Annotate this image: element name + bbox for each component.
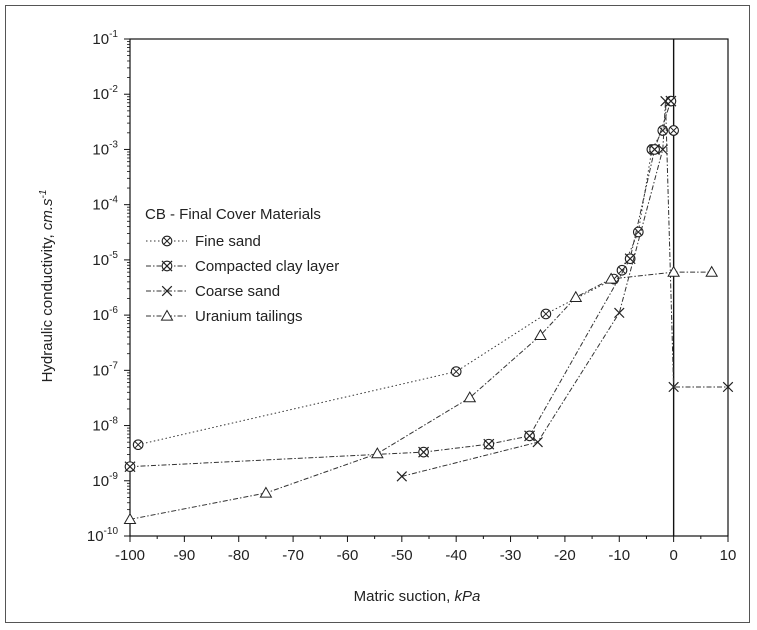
data-point [524, 430, 536, 442]
y-tick-exponent: -7 [109, 360, 118, 371]
data-point [649, 143, 661, 155]
data-point [616, 264, 628, 276]
y-tick-base: 10 [92, 473, 109, 490]
x-tick-label: 10 [720, 547, 737, 564]
x-axis-label: Matric suction, kPa [354, 588, 481, 605]
y-tick-label: 10-6 [92, 305, 118, 324]
data-point [624, 253, 636, 265]
y-tick-base: 10 [92, 252, 109, 269]
y-tick-label: 10-8 [92, 416, 118, 435]
data-point [132, 439, 144, 451]
x-tick-label: -10 [608, 547, 630, 564]
y-tick-label: 10-4 [92, 195, 118, 214]
legend-item: Coarse sand [146, 283, 280, 300]
data-point [705, 265, 719, 277]
y-tick-base: 10 [92, 197, 109, 214]
data-point [123, 512, 137, 525]
data-point [418, 446, 430, 458]
x-tick-label: -70 [282, 547, 304, 564]
data-point [657, 125, 669, 136]
x-tick-label: -50 [391, 547, 413, 564]
data-point [450, 366, 462, 377]
y-tick-base: 10 [92, 141, 109, 158]
figure-frame [5, 5, 750, 623]
y-tick-base: 10 [92, 86, 109, 103]
legend-item: Uranium tailings [146, 308, 303, 325]
legend-label: Compacted clay layer [195, 258, 339, 275]
data-point [668, 125, 679, 136]
x-tick-label: 0 [669, 547, 677, 564]
data-point [722, 381, 734, 393]
legend-marker [160, 309, 174, 321]
data-point [370, 447, 384, 459]
legend-marker [161, 285, 173, 297]
data-point [259, 486, 273, 498]
data-point [657, 144, 668, 155]
legend-marker [161, 235, 173, 247]
y-tick-exponent: -5 [109, 250, 118, 261]
legend-item: Compacted clay layer [146, 258, 339, 275]
x-tick-label: -60 [337, 547, 359, 564]
series-coarse-sand [396, 95, 734, 482]
legend: CB - Final Cover Materials Fine sand Compa… [145, 206, 339, 325]
data-point [668, 381, 679, 393]
x-tick-label: -40 [445, 547, 467, 564]
series-uranium-tailings [123, 265, 719, 525]
y-tick-exponent: -4 [109, 195, 118, 206]
data-point [483, 438, 495, 450]
data-point [463, 391, 477, 403]
y-tick-exponent: -9 [109, 471, 118, 482]
legend-label: Fine sand [195, 233, 261, 250]
legend-marker [161, 260, 173, 272]
y-tick-label: 10-10 [87, 526, 119, 545]
y-tick-exponent: -6 [109, 305, 118, 316]
data-point [534, 328, 547, 340]
y-tick-label: 10-9 [92, 471, 118, 490]
y-tick-exponent: -1 [109, 29, 118, 40]
series-line [401, 101, 728, 477]
x-tick-label: -100 [115, 547, 145, 564]
y-tick-base: 10 [92, 362, 109, 379]
data-point [532, 436, 543, 448]
data-point [604, 272, 618, 284]
y-tick-base: 10 [92, 31, 109, 48]
y-tick-label: 10-1 [92, 29, 118, 48]
y-tick-exponent: -2 [109, 84, 118, 95]
legend-title: CB - Final Cover Materials [145, 206, 321, 223]
data-point [660, 95, 671, 107]
data-point [614, 307, 625, 319]
legend-label: Uranium tailings [195, 308, 303, 325]
data-point [540, 308, 552, 320]
y-tick-base: 10 [87, 528, 104, 545]
y-axis-label: Hydraulic conductivity, cm.s-1 [38, 190, 56, 383]
data-point [569, 290, 583, 302]
series-compacted-clay-layer [124, 95, 677, 473]
data-point [396, 471, 408, 482]
y-tick-label: 10-7 [92, 360, 118, 379]
y-tick-base: 10 [92, 418, 109, 435]
y-tick-label: 10-3 [92, 139, 118, 158]
y-tick-label: 10-2 [92, 84, 118, 103]
x-tick-label: -80 [228, 547, 250, 564]
data-point [665, 95, 677, 107]
x-tick-label: -30 [500, 547, 522, 564]
data-point [124, 461, 136, 473]
y-tick-exponent: -8 [109, 416, 118, 427]
legend-label: Coarse sand [195, 283, 280, 300]
y-tick-base: 10 [92, 307, 109, 324]
y-tick-exponent: -3 [109, 139, 118, 150]
x-tick-label: -20 [554, 547, 576, 564]
legend-item: Fine sand [146, 233, 261, 250]
y-tick-label: 10-5 [92, 250, 118, 269]
y-tick-exponent: -10 [104, 526, 119, 537]
x-tick-label: -90 [174, 547, 196, 564]
data-point [667, 265, 681, 277]
